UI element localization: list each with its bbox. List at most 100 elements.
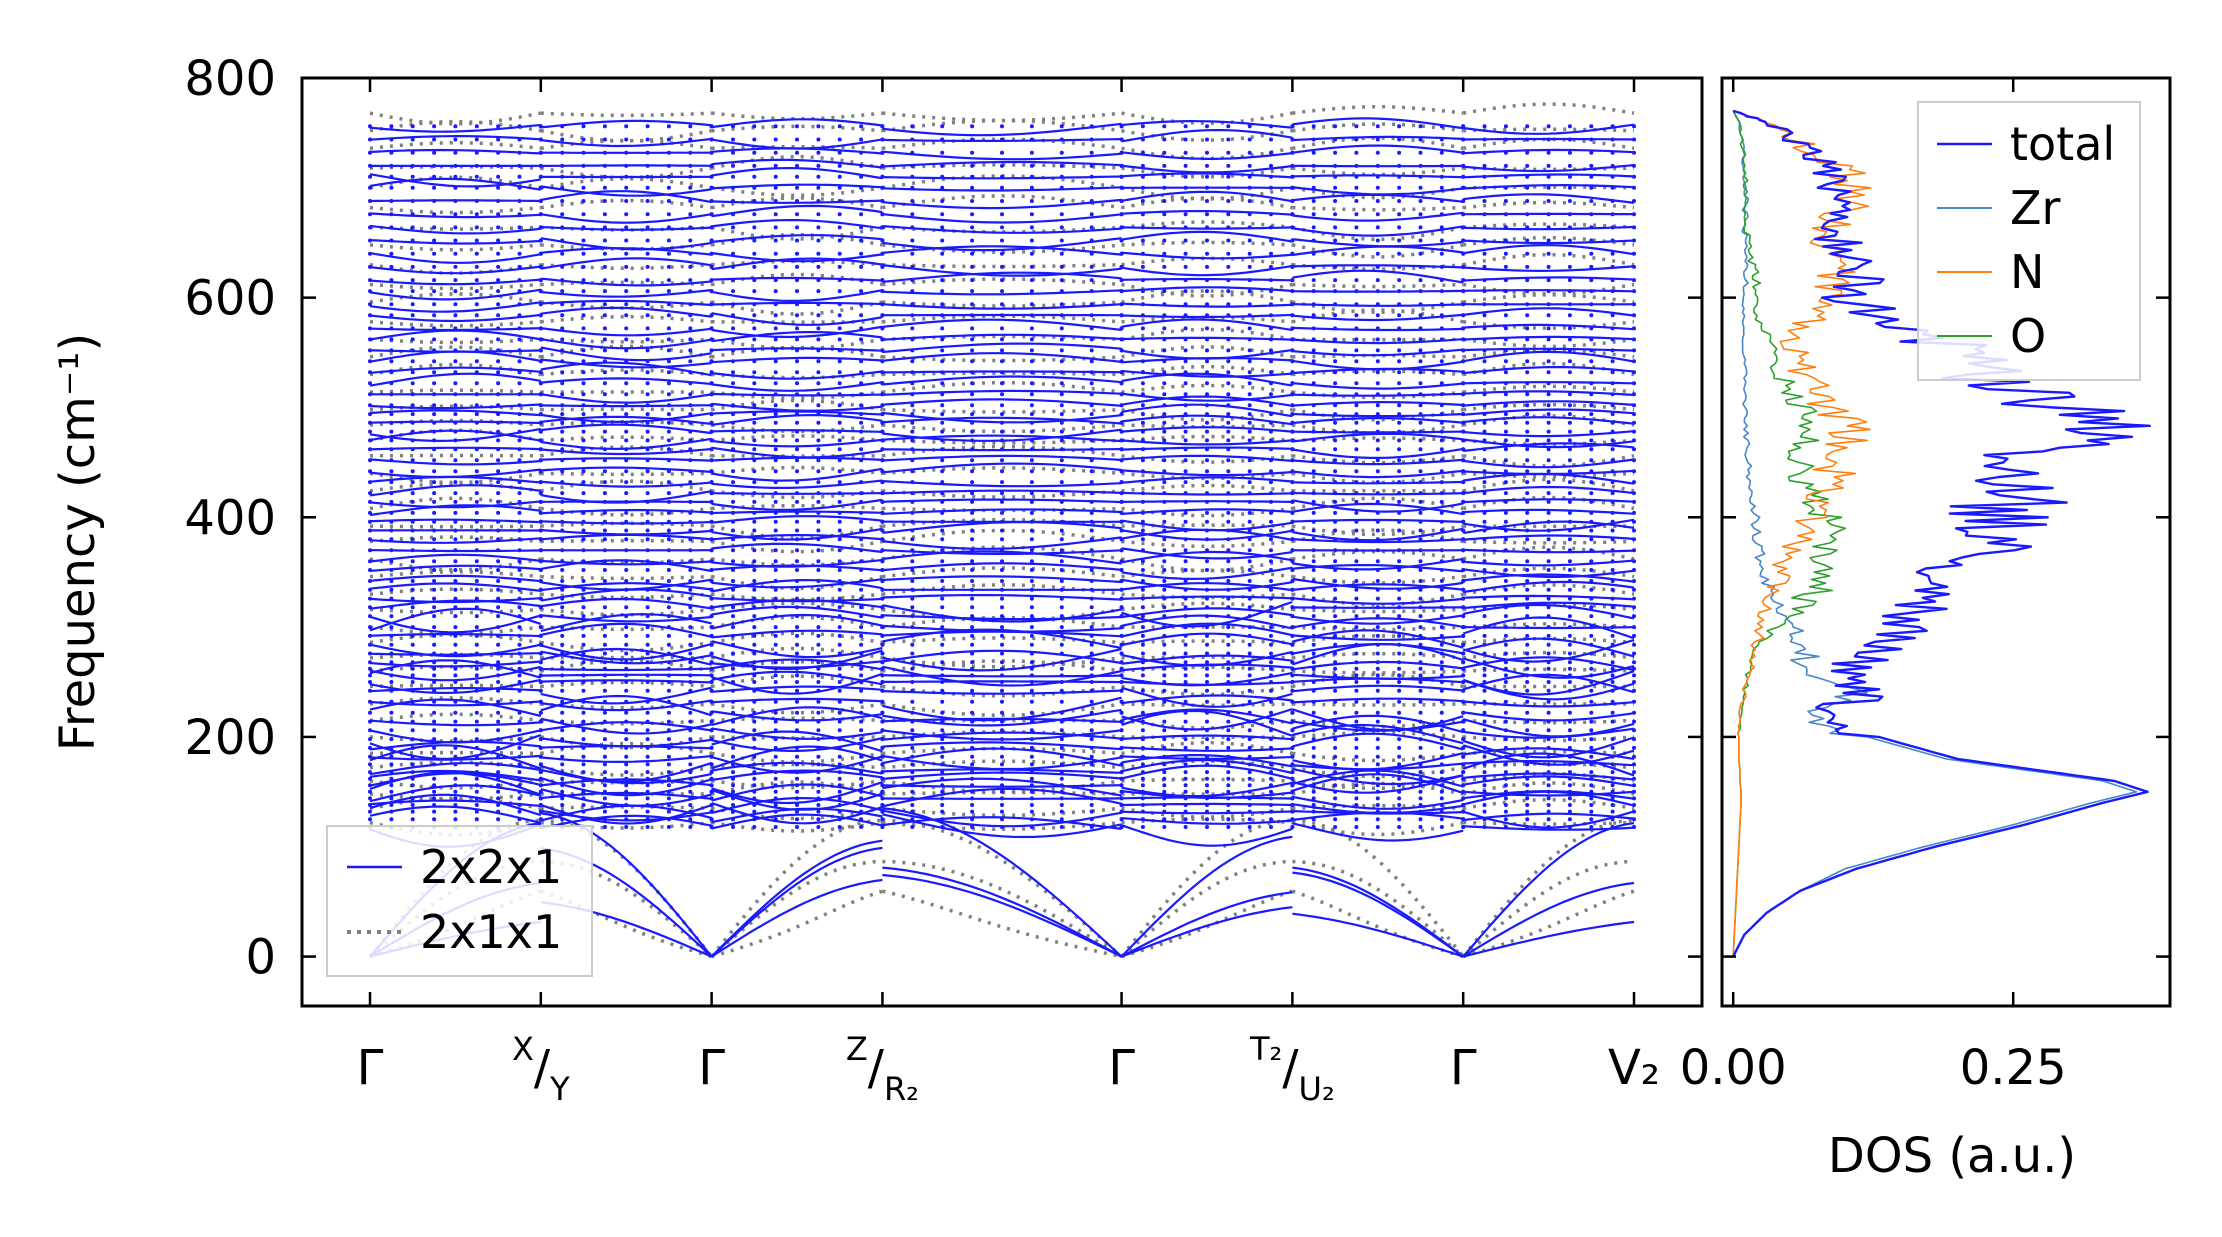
band-point-2x2x1 [1503,666,1508,671]
band-line-2x1x1 [540,435,712,443]
band-point-2x2x1 [1546,680,1551,684]
band-point-2x2x1 [581,568,586,572]
band-point-2x2x1 [1397,403,1402,408]
band-point-2x2x1 [1000,660,1004,665]
band-line-2x1x1-acoustic [1462,889,1635,959]
band-point-2x2x1 [688,737,693,742]
band-point-2x2x1 [1354,728,1359,733]
band-point-2x2x1 [970,728,975,733]
band-line-2x2x1 [1292,186,1464,196]
band-point-2x2x1 [410,289,415,294]
band-point-2x2x1 [1269,817,1273,822]
band-point-2x2x1 [602,528,607,533]
band-point-2x2x1 [1333,605,1338,610]
band-point-2x2x1 [1183,438,1188,443]
band-point-2x2x1 [560,359,565,364]
band-point-2x2x1 [496,392,501,397]
band-point-2x2x1 [1375,548,1380,553]
band-point-2x2x1 [1354,359,1359,364]
band-point-2x2x1 [560,605,565,610]
band-point-2x2x1 [1089,124,1094,129]
band-point-2x2x1 [645,809,650,814]
band-line-2x2x1-acoustic [1292,866,1464,958]
band-point-2x2x1 [709,174,714,179]
band-point-2x2x1 [1290,313,1295,318]
band-point-2x2x1 [1162,651,1167,656]
band-point-2x2x1 [910,337,915,342]
band-point-2x2x1 [1247,510,1252,515]
band-line-2x2x1 [1292,723,1464,745]
band-point-2x2x1 [1461,719,1466,724]
band-point-2x2x1 [709,447,714,452]
band-point-2x2x1 [1333,251,1338,256]
band-point-2x2x1 [752,289,757,294]
band-point-2x2x1 [795,403,799,408]
band-point-2x2x1 [688,666,693,671]
band-point-2x2x1 [688,289,693,294]
band-point-2x2x1 [474,348,479,353]
band-point-2x2x1 [731,392,735,397]
band-point-2x2x1 [1589,605,1594,610]
band-point-2x2x1 [837,719,842,724]
band-point-2x2x1 [453,337,458,342]
band-point-2x2x1 [1247,605,1252,610]
band-point-2x2x1 [1226,719,1231,724]
band-point-2x2x1 [560,809,565,814]
band-point-2x2x1 [1205,783,1209,788]
band-point-2x2x1 [560,625,565,630]
band-point-2x2x1 [688,605,693,610]
band-line-2x1x1 [369,524,541,529]
band-point-2x2x1 [773,199,778,203]
band-point-2x2x1 [581,728,586,733]
band-point-2x2x1 [368,789,372,794]
band-line-2x2x1 [540,614,712,623]
band-point-2x2x1 [773,225,778,230]
band-point-2x2x1 [517,348,522,353]
band-point-2x2x1 [1247,614,1252,619]
band-point-2x2x1 [602,625,607,630]
band-point-2x2x1 [645,770,650,775]
band-point-2x2x1 [1610,666,1615,671]
band-point-2x2x1 [688,796,693,801]
band-point-2x2x1 [731,789,735,794]
band-point-2x2x1 [602,673,607,678]
band-point-2x2x1 [1029,480,1034,485]
band-line-2x2x1 [1292,211,1464,222]
band-point-2x2x1 [538,710,543,715]
band-point-2x2x1 [816,745,821,750]
band-point-2x2x1 [1525,666,1530,671]
band-point-2x2x1 [773,447,778,452]
band-point-2x2x1 [880,381,885,386]
band-point-2x2x1 [816,174,821,179]
band-point-2x2x1 [970,825,975,829]
band-point-2x2x1 [1205,519,1209,524]
band-point-2x2x1 [453,499,458,504]
band-point-2x2x1 [624,510,629,515]
band-point-2x2x1 [688,359,693,364]
band-point-2x2x1 [731,326,735,331]
band-point-2x2x1 [432,491,437,496]
band-line-2x2x1 [1463,508,1635,515]
band-point-2x2x1 [410,796,415,801]
band-point-2x2x1 [1418,745,1423,750]
band-line-2x2x1 [711,276,883,282]
band-point-2x2x1 [453,348,458,353]
band-point-2x2x1 [1567,633,1572,638]
band-point-2x2x1 [910,633,915,638]
band-point-2x2x1 [474,499,479,504]
band-point-2x2x1 [1418,633,1423,638]
band-point-2x2x1 [910,537,915,542]
band-point-2x2x1 [1290,447,1295,452]
band-point-2x2x1 [432,537,437,542]
band-point-2x2x1 [624,776,629,781]
band-point-2x2x1 [709,499,714,504]
band-line-2x1x1-acoustic [1462,859,1635,958]
band-point-2x2x1 [1029,666,1034,671]
band-point-2x2x1 [795,370,799,375]
band-point-2x2x1 [496,770,501,775]
band-point-2x2x1 [1119,420,1124,425]
band-point-2x2x1 [880,480,885,485]
band-point-2x2x1 [1375,737,1380,742]
band-point-2x2x1 [581,633,586,638]
band-point-2x2x1 [389,796,394,801]
